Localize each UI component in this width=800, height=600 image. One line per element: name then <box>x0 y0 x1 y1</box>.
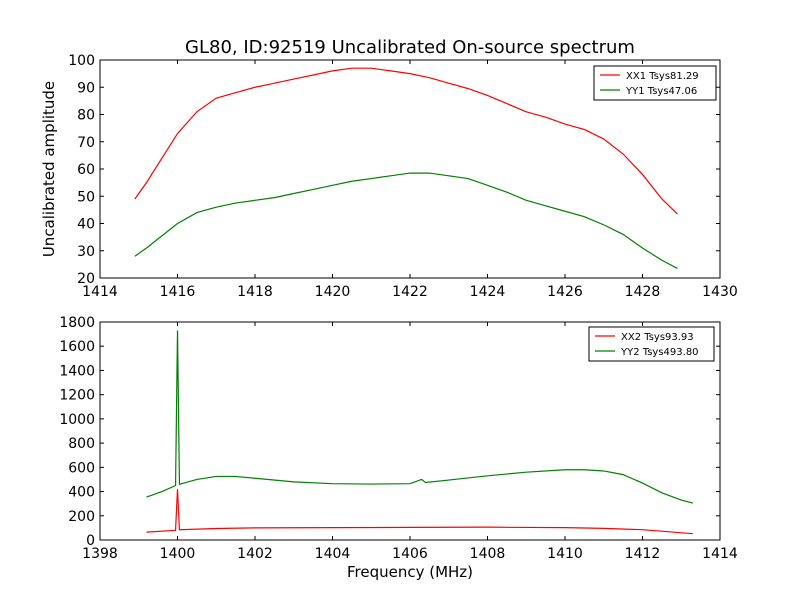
bottom-series-lines <box>146 330 694 535</box>
x-tick-label: 1426 <box>547 284 583 300</box>
bottom-axis-ticks: 1398 1400 1402 1404 1406 1408 1410 1412 1414 0 200… <box>59 315 738 562</box>
y-tick-label: 40 <box>77 217 95 233</box>
bottom-panel: 1398 1400 1402 1404 1406 1408 1410 1412 1414 0 200… <box>59 315 738 562</box>
x-tick-label: 1414 <box>82 284 118 300</box>
x-tick-label: 1398 <box>82 546 118 562</box>
legend-label: YY2 Tsys493.80 <box>620 347 699 358</box>
x-tick-label: 1414 <box>702 546 738 562</box>
y-tick-label: 100 <box>68 53 95 69</box>
chart-title: GL80, ID:92519 Uncalibrated On-source sp… <box>185 37 635 58</box>
x-tick-label: 1418 <box>237 284 273 300</box>
y-tick-label: 50 <box>77 189 95 205</box>
y-tick-label: 1000 <box>59 412 95 428</box>
y-tick-label: 400 <box>68 485 95 501</box>
legend-label: YY1 Tsys47.06 <box>625 86 697 97</box>
series-line-xx2 <box>146 489 693 535</box>
x-tick-label: 1428 <box>625 284 661 300</box>
x-tick-label: 1430 <box>702 284 738 300</box>
x-tick-label: 1422 <box>392 284 428 300</box>
y-tick-label: 1800 <box>59 315 95 331</box>
legend-box <box>593 65 717 101</box>
x-tick-label: 1416 <box>160 284 196 300</box>
y-tick-label: 90 <box>77 80 95 96</box>
y-tick-label: 30 <box>77 244 95 260</box>
y-tick-label: 1400 <box>59 363 95 379</box>
top-legend: XX1 Tsys81.29 YY1 Tsys47.06 <box>593 65 717 101</box>
y-tick-label: 0 <box>86 533 95 549</box>
x-tick-label: 1420 <box>315 284 351 300</box>
y-tick-label: 200 <box>68 509 95 525</box>
series-line-yy2 <box>146 330 694 504</box>
y-tick-label: 20 <box>77 271 95 287</box>
y-tick-label: 600 <box>68 460 95 476</box>
legend-box <box>588 326 715 362</box>
top-axis-ticks: 1414 1416 1418 1420 1422 1424 1426 1428 1430 20 30… <box>68 53 738 300</box>
y-tick-label: 800 <box>68 436 95 452</box>
legend-label: XX1 Tsys81.29 <box>626 71 699 82</box>
y-tick-label: 80 <box>77 108 95 124</box>
x-tick-label: 1424 <box>470 284 506 300</box>
y-tick-label: 1600 <box>59 339 95 355</box>
x-tick-label: 1410 <box>547 546 583 562</box>
y-tick-label: 60 <box>77 162 95 178</box>
series-line-yy1 <box>134 172 678 269</box>
bottom-x-axis-label: Frequency (MHz) <box>347 563 473 581</box>
x-tick-label: 1402 <box>237 546 273 562</box>
x-tick-label: 1400 <box>160 546 196 562</box>
y-tick-label: 70 <box>77 135 95 151</box>
y-tick-label: 1200 <box>59 388 95 404</box>
bottom-legend: XX2 Tsys93.93 YY2 Tsys493.80 <box>588 326 715 362</box>
top-y-axis-label: Uncalibrated amplitude <box>40 81 58 257</box>
x-tick-label: 1406 <box>392 546 428 562</box>
x-tick-label: 1408 <box>470 546 506 562</box>
x-tick-label: 1404 <box>315 546 351 562</box>
series-line-xx1 <box>134 67 678 215</box>
x-tick-label: 1412 <box>625 546 661 562</box>
top-series-lines <box>134 67 678 269</box>
top-panel: 1414 1416 1418 1420 1422 1424 1426 1428 1430 20 30… <box>68 53 738 300</box>
legend-label: XX2 Tsys93.93 <box>621 332 694 343</box>
